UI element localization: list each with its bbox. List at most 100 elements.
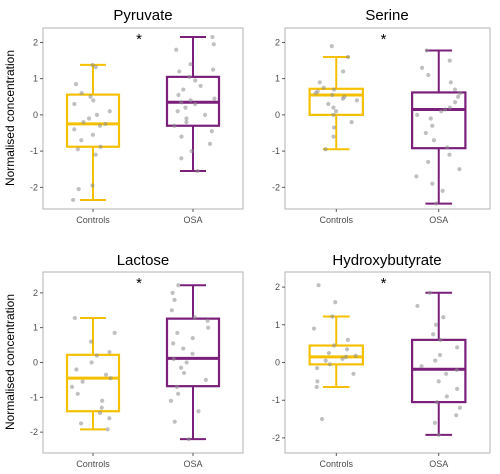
data-point	[430, 123, 435, 128]
data-point	[72, 101, 77, 107]
y-tick-label: 0	[275, 110, 280, 120]
data-point	[100, 398, 105, 403]
panel-title: Serine	[365, 7, 408, 24]
data-point	[89, 360, 94, 365]
data-point	[331, 87, 337, 92]
panel-title: Lactose	[117, 252, 170, 269]
box-controls	[308, 44, 365, 152]
data-point	[444, 394, 449, 399]
y-tick-label: 0	[33, 110, 38, 120]
data-point	[175, 109, 180, 114]
data-point	[323, 358, 328, 363]
data-point	[313, 91, 318, 96]
data-point	[94, 353, 99, 358]
x-tick-label: Controls	[76, 459, 110, 469]
data-point	[72, 127, 77, 132]
data-point	[94, 112, 100, 117]
data-point	[192, 101, 198, 107]
data-point	[343, 354, 349, 359]
data-point	[177, 69, 182, 74]
panel-serine: Serine -2 -1 0 1 2 Controls OSA *	[272, 7, 491, 225]
data-point	[457, 167, 462, 172]
y-tick-label: 1	[33, 74, 38, 84]
data-point	[455, 94, 461, 99]
significance-marker: *	[136, 275, 142, 292]
x-tick-label: OSA	[429, 215, 448, 225]
data-point	[341, 69, 346, 74]
data-point	[423, 130, 428, 136]
data-point	[190, 351, 195, 356]
data-point	[439, 109, 444, 114]
panel-lactose: Lactose Normalised concentration -2 -1 0 1 2…	[3, 252, 244, 469]
panel-hydroxybutyrate: Hydroxybutyrate -2 -1 0 1 2 Controls OSA *	[272, 252, 491, 469]
box-iqr	[165, 317, 221, 388]
data-point	[193, 78, 198, 83]
data-point	[431, 332, 436, 337]
data-point	[443, 107, 448, 112]
data-point	[447, 152, 452, 157]
data-point	[457, 91, 463, 96]
data-point	[90, 183, 95, 188]
data-point	[447, 105, 453, 110]
data-point	[443, 371, 449, 376]
box-iqr	[308, 344, 365, 366]
data-point	[107, 109, 112, 114]
y-tick-label: 2	[275, 282, 280, 292]
box-osa	[411, 48, 467, 206]
data-point	[93, 64, 98, 70]
data-point	[354, 98, 359, 103]
significance-marker: *	[136, 31, 142, 48]
data-point	[319, 416, 325, 422]
data-point	[330, 314, 335, 319]
data-point	[331, 343, 337, 348]
data-point	[211, 67, 216, 72]
data-point	[331, 112, 336, 117]
data-point	[345, 54, 351, 60]
data-point	[426, 72, 431, 78]
data-point	[414, 174, 419, 179]
panel-frame	[284, 27, 491, 210]
data-point	[107, 349, 112, 355]
data-point	[351, 371, 356, 376]
panel-frame	[42, 27, 244, 210]
significance-marker: *	[381, 31, 387, 48]
data-point	[455, 386, 460, 391]
data-point	[181, 370, 187, 376]
data-point	[452, 100, 458, 105]
data-point	[187, 74, 192, 79]
data-point	[79, 91, 84, 96]
data-point	[178, 365, 184, 370]
data-point	[316, 283, 321, 288]
y-tick-label: -2	[272, 182, 280, 192]
data-point	[88, 339, 94, 344]
x-tick-label: Controls	[319, 459, 353, 469]
data-point	[97, 410, 103, 416]
data-point	[90, 62, 95, 68]
data-point	[331, 105, 336, 110]
data-point	[73, 82, 79, 87]
data-point	[311, 326, 317, 331]
data-point	[329, 44, 334, 49]
data-point	[317, 80, 322, 85]
data-point	[440, 188, 445, 193]
data-point	[79, 138, 84, 143]
data-point	[211, 42, 216, 47]
data-point	[203, 377, 208, 383]
x-tick-label: OSA	[429, 459, 448, 469]
box-controls	[65, 315, 121, 432]
data-point	[340, 96, 346, 101]
box-iqr	[411, 91, 467, 150]
data-point	[327, 362, 332, 367]
y-tick-label: -2	[30, 427, 38, 437]
data-point	[181, 87, 186, 92]
data-point	[171, 341, 176, 346]
data-point	[69, 384, 75, 389]
data-point	[169, 308, 174, 313]
data-point	[188, 98, 193, 103]
data-point	[457, 405, 463, 410]
data-point	[176, 391, 181, 396]
data-point	[76, 186, 81, 192]
data-point	[344, 347, 350, 352]
box-controls	[308, 283, 365, 422]
data-point	[323, 147, 328, 152]
